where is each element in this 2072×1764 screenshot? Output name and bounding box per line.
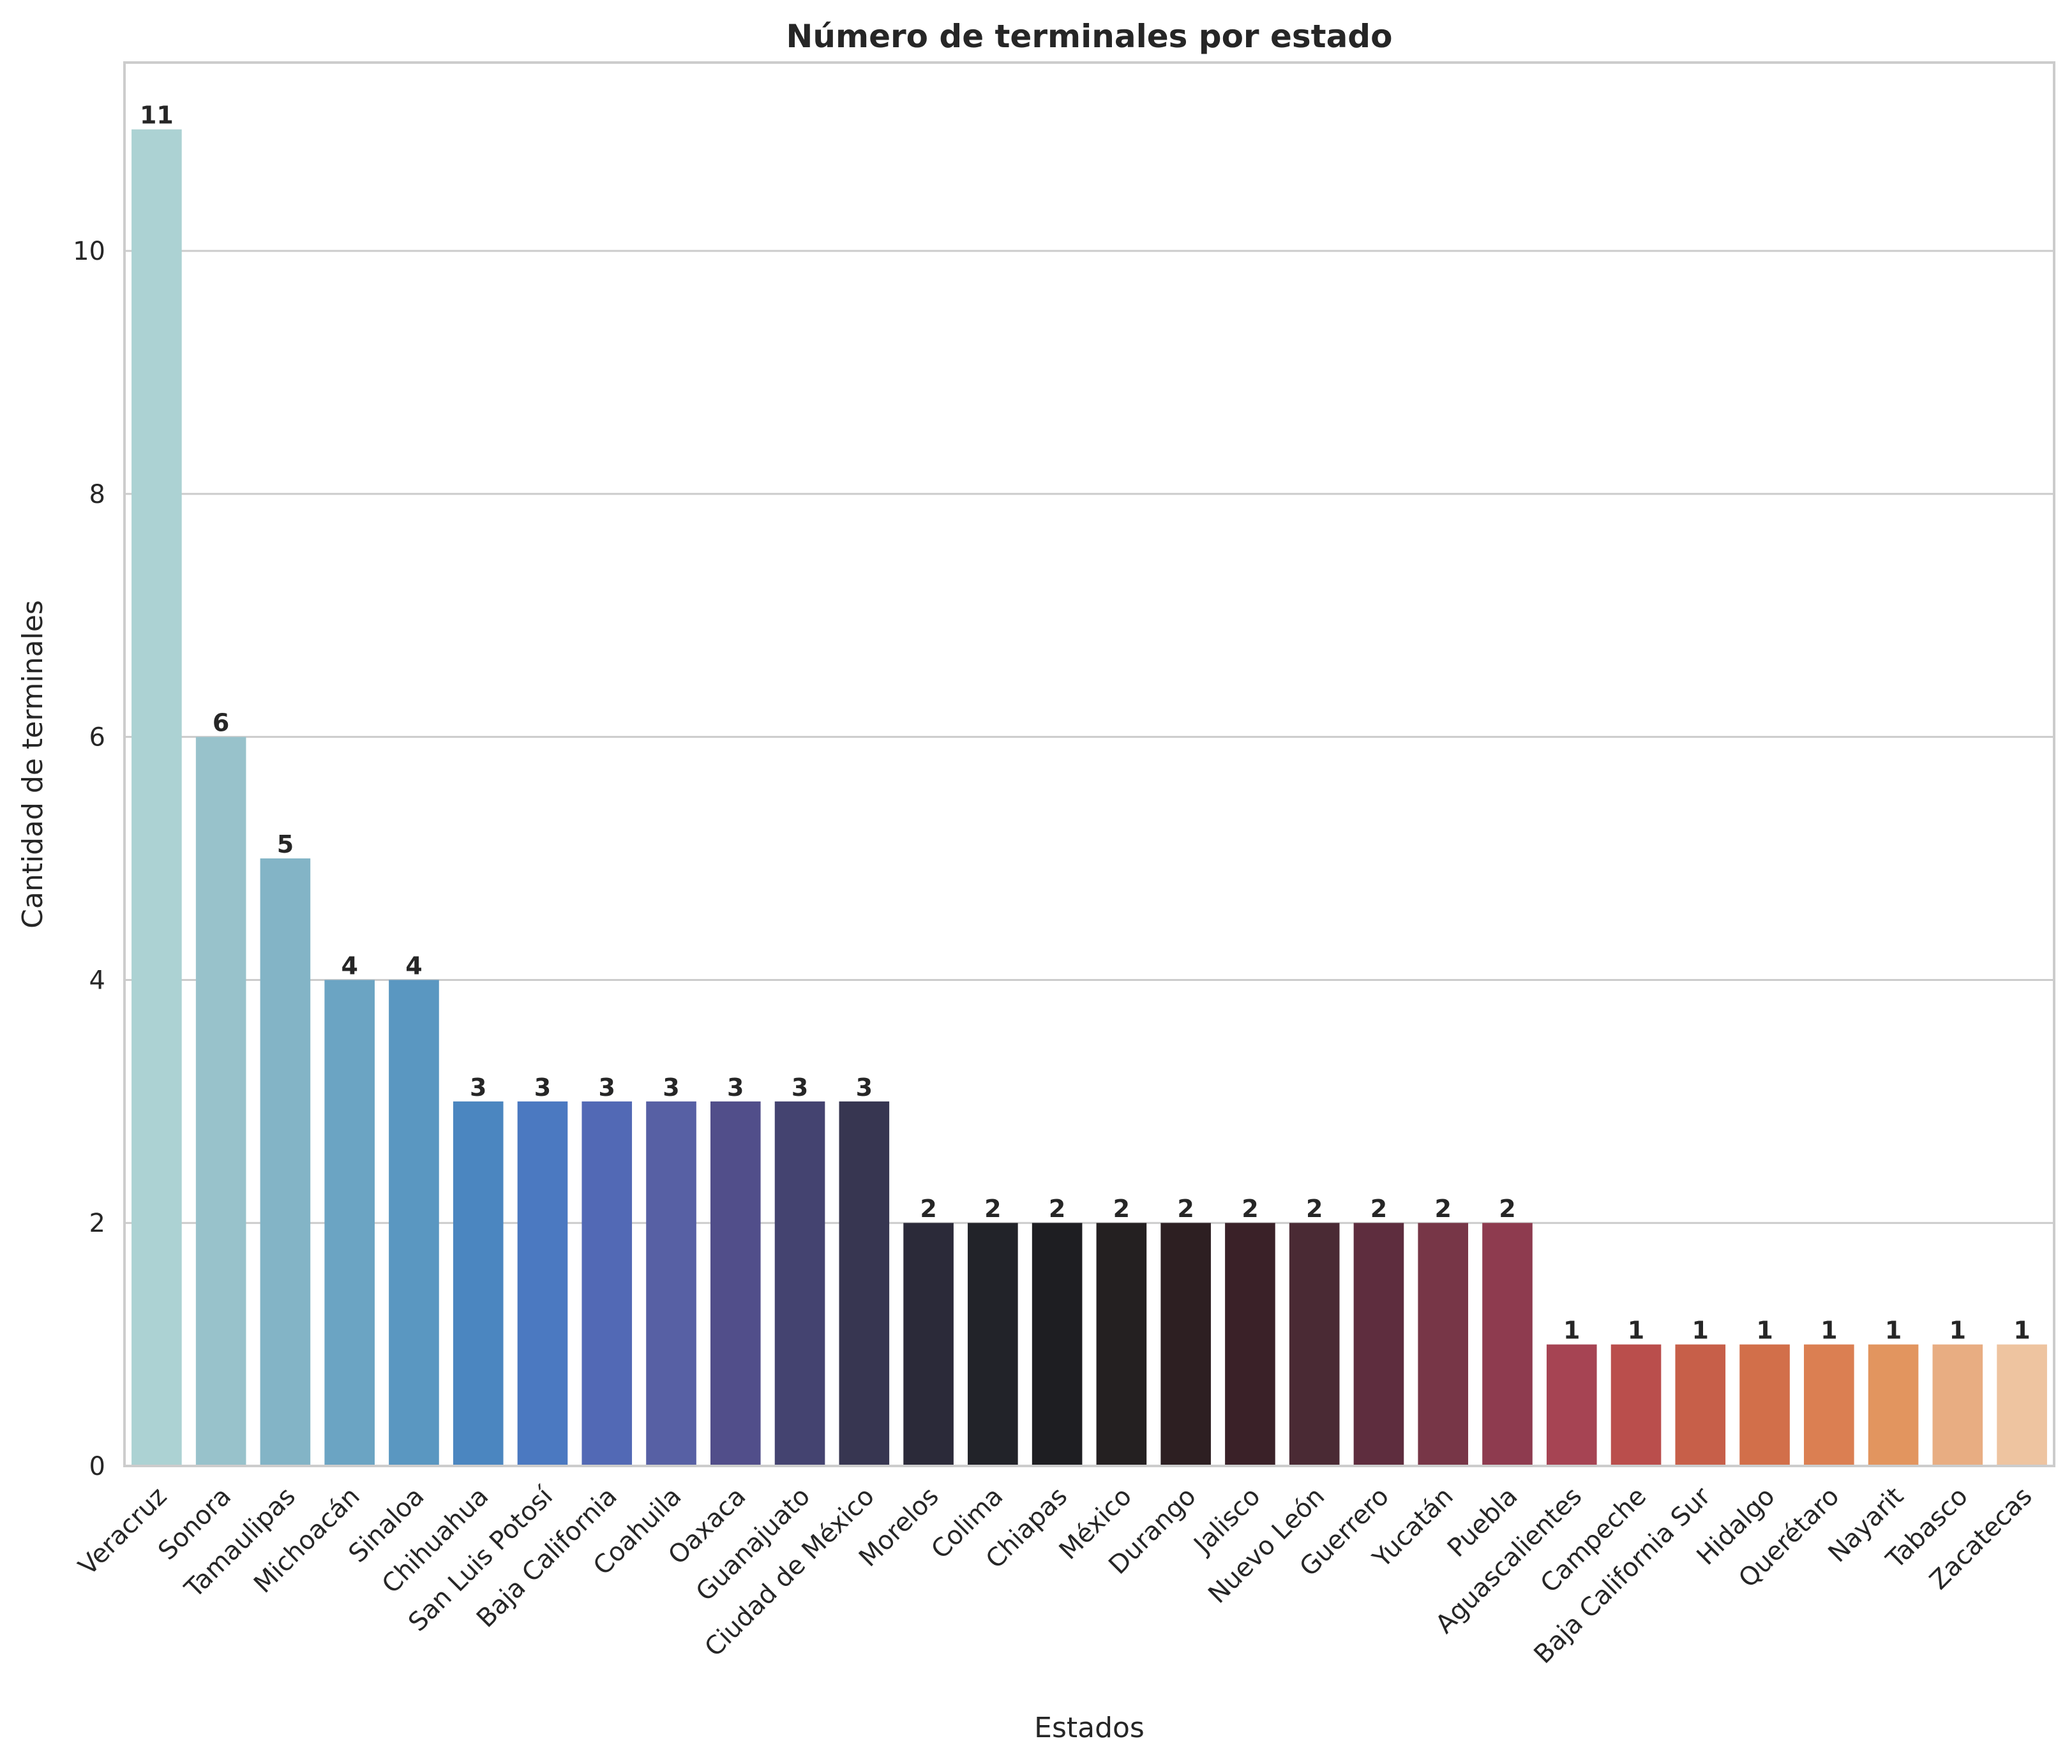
data-label: 1 bbox=[1756, 1317, 1773, 1345]
data-label: 3 bbox=[727, 1073, 744, 1102]
grid-lines bbox=[124, 250, 2054, 1224]
bar bbox=[1096, 1223, 1147, 1466]
bar bbox=[1739, 1344, 1790, 1466]
data-label: 1 bbox=[1885, 1317, 1902, 1345]
data-label: 6 bbox=[213, 709, 229, 737]
data-label: 3 bbox=[856, 1073, 873, 1102]
data-label: 2 bbox=[1499, 1195, 1515, 1223]
bar bbox=[710, 1101, 761, 1466]
y-tick-label: 10 bbox=[73, 237, 105, 266]
bar bbox=[1546, 1344, 1597, 1466]
y-tick-label: 6 bbox=[89, 723, 105, 752]
bar bbox=[839, 1101, 890, 1466]
data-label: 1 bbox=[1628, 1317, 1644, 1345]
chart-title: Número de terminales por estado bbox=[786, 18, 1393, 55]
bar bbox=[517, 1101, 568, 1466]
bar bbox=[1610, 1344, 1662, 1466]
bar bbox=[453, 1101, 504, 1466]
y-tick-label: 2 bbox=[89, 1209, 105, 1238]
bar bbox=[646, 1101, 696, 1466]
bar bbox=[1482, 1223, 1533, 1466]
data-label: 1 bbox=[2013, 1317, 2030, 1345]
bar bbox=[1997, 1344, 2047, 1466]
bar bbox=[1675, 1344, 1726, 1466]
y-tick-label: 8 bbox=[89, 480, 105, 509]
bar bbox=[1418, 1223, 1469, 1466]
bar bbox=[131, 129, 182, 1466]
data-label: 2 bbox=[1177, 1195, 1194, 1223]
bar bbox=[1932, 1344, 1983, 1466]
data-label: 11 bbox=[140, 101, 174, 130]
y-ticks: 0 2 4 6 8 10 bbox=[73, 237, 105, 1481]
bar bbox=[324, 980, 375, 1466]
data-label: 1 bbox=[1821, 1317, 1837, 1345]
y-axis-label: Cantidad de terminales bbox=[17, 600, 49, 929]
bar bbox=[968, 1223, 1018, 1466]
data-label: 1 bbox=[1692, 1317, 1709, 1345]
data-label: 2 bbox=[1049, 1195, 1065, 1223]
bar bbox=[1289, 1223, 1340, 1466]
data-label: 3 bbox=[470, 1073, 486, 1102]
bar bbox=[903, 1223, 954, 1466]
data-label: 2 bbox=[1370, 1195, 1387, 1223]
bar bbox=[1868, 1344, 1919, 1466]
data-label: 3 bbox=[599, 1073, 615, 1102]
bar bbox=[1032, 1223, 1083, 1466]
y-tick-label: 4 bbox=[89, 966, 105, 995]
bar bbox=[1353, 1223, 1404, 1466]
y-tick-label: 0 bbox=[89, 1452, 105, 1481]
bar bbox=[1225, 1223, 1275, 1466]
data-label: 3 bbox=[663, 1073, 679, 1102]
data-label: 1 bbox=[1563, 1317, 1580, 1345]
data-label: 5 bbox=[277, 830, 294, 858]
data-label: 2 bbox=[984, 1195, 1001, 1223]
data-label: 3 bbox=[792, 1073, 808, 1102]
data-label: 2 bbox=[920, 1195, 936, 1223]
data-label: 3 bbox=[534, 1073, 551, 1102]
data-label: 4 bbox=[405, 952, 422, 980]
data-label: 2 bbox=[1242, 1195, 1258, 1223]
plot-frame bbox=[123, 61, 2055, 1467]
data-label: 2 bbox=[1306, 1195, 1323, 1223]
bar bbox=[774, 1101, 825, 1466]
data-label: 2 bbox=[1113, 1195, 1130, 1223]
data-label: 1 bbox=[1949, 1317, 1966, 1345]
data-label: 2 bbox=[1434, 1195, 1451, 1223]
x-axis-label: Estados bbox=[1034, 1712, 1145, 1744]
bar bbox=[195, 736, 246, 1466]
x-tick-label: Veracruz bbox=[73, 1482, 172, 1581]
x-ticks: VeracruzSonoraTamaulipasMichoacánSinaloa… bbox=[73, 1481, 2038, 1670]
data-label: 4 bbox=[341, 952, 357, 980]
bar bbox=[582, 1101, 633, 1466]
bar bbox=[1160, 1223, 1211, 1466]
bars bbox=[131, 129, 2047, 1466]
bar bbox=[260, 858, 311, 1466]
bar bbox=[1804, 1344, 1854, 1466]
bar bbox=[389, 980, 439, 1466]
